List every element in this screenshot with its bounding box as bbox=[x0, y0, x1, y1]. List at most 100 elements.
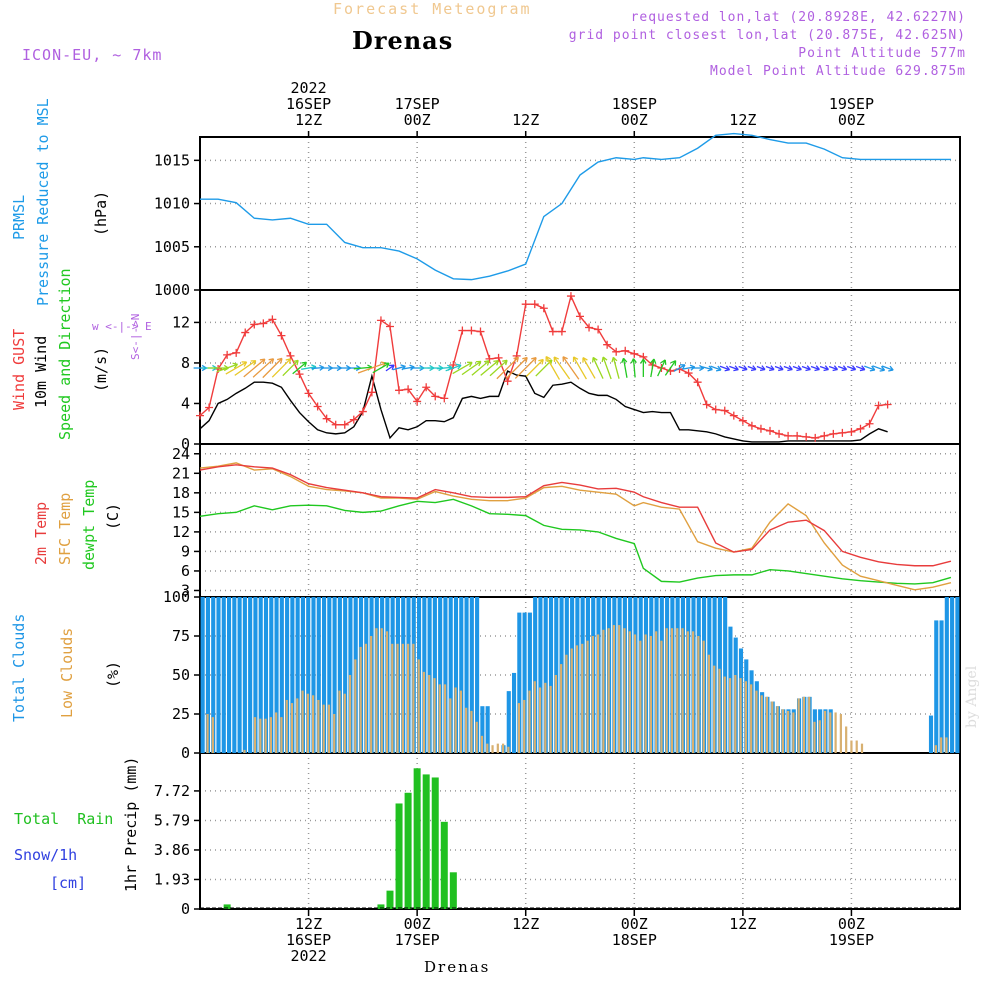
total-cloud-bar bbox=[459, 597, 464, 753]
wind-arrow-head bbox=[707, 365, 713, 372]
total-cloud-bar bbox=[211, 597, 216, 753]
wind-arrow-head bbox=[621, 357, 628, 364]
gust-marker bbox=[304, 389, 313, 398]
low-cloud-bar bbox=[311, 695, 315, 753]
wind-arrow-head bbox=[650, 358, 657, 364]
wind-arrow bbox=[801, 365, 811, 371]
wind-arrow bbox=[810, 365, 820, 371]
total-cloud-bar bbox=[253, 597, 258, 753]
gust-marker bbox=[395, 386, 404, 395]
gust-marker bbox=[458, 326, 467, 335]
gust-marker bbox=[422, 383, 431, 392]
pressure-name-label: PRMSL bbox=[10, 195, 28, 240]
low-cloud-bar bbox=[391, 643, 394, 753]
gust-marker bbox=[793, 431, 802, 440]
gust-marker bbox=[431, 392, 440, 401]
wind-arrow-head bbox=[502, 359, 508, 366]
gust-marker bbox=[802, 432, 811, 441]
gust-marker bbox=[476, 327, 485, 336]
y-tick-label: 18 bbox=[172, 484, 190, 502]
low-cloud-bar bbox=[523, 699, 526, 753]
total-cloud-bar bbox=[321, 597, 327, 753]
gust-marker bbox=[259, 319, 268, 328]
low-cloud-bar bbox=[454, 687, 457, 753]
total-cloud-bar bbox=[944, 597, 949, 753]
total-cloud-bar bbox=[506, 691, 511, 753]
wind-arrow-head bbox=[522, 356, 528, 363]
low-cloud-bar bbox=[406, 643, 410, 753]
wind-arrow bbox=[216, 363, 238, 373]
low-cloud-bar bbox=[396, 643, 399, 753]
wind-arrow bbox=[719, 365, 730, 371]
top-time-label-line: 12Z bbox=[512, 111, 540, 129]
wind-arrow-head bbox=[250, 360, 257, 366]
rain-label: Total Rain bbox=[14, 810, 113, 828]
top-time-label-line: 17SEP bbox=[394, 95, 440, 113]
low-cloud-bar bbox=[491, 745, 494, 753]
total-cloud-bar bbox=[469, 597, 474, 753]
low-cloud-bar bbox=[792, 712, 795, 753]
wind-arrow-head bbox=[285, 358, 292, 364]
low-cloud-bar bbox=[275, 712, 278, 753]
wind-arrow-head bbox=[888, 365, 894, 372]
wind-arrow bbox=[783, 365, 793, 371]
gust-marker bbox=[756, 424, 765, 433]
wind-arrow-head bbox=[859, 365, 866, 372]
wind-arrow-head bbox=[724, 365, 731, 372]
low-cloud-bar bbox=[660, 640, 663, 753]
total-cloud-bar bbox=[248, 597, 253, 753]
low-cloud-bar bbox=[465, 707, 468, 753]
wind-arrow bbox=[372, 362, 390, 374]
total-cloud-bar bbox=[438, 597, 443, 753]
wind-arrow-head bbox=[796, 365, 802, 372]
wind-arrow-head bbox=[475, 360, 482, 367]
low-cloud-label: Low Clouds bbox=[58, 628, 76, 718]
wind-arrow-head bbox=[384, 362, 390, 368]
dewpoint-line bbox=[199, 498, 952, 585]
gust-marker bbox=[856, 424, 865, 433]
y-tick-label: 5.79 bbox=[154, 811, 190, 829]
wind-arrow-head bbox=[823, 365, 830, 372]
wind-arrow-head bbox=[531, 356, 537, 363]
precip-axis-label: 1hr Precip (mm) bbox=[122, 757, 140, 892]
total-cloud-bar bbox=[448, 597, 453, 753]
total-cloud-bar bbox=[274, 597, 279, 753]
gust-marker bbox=[205, 403, 214, 412]
wind-arrow bbox=[864, 365, 876, 371]
top-time-label-line: 2022 bbox=[290, 79, 327, 97]
cloud-panel-labels: Total Clouds Low Clouds (%) bbox=[10, 614, 122, 722]
wind-arrow-head bbox=[814, 365, 820, 372]
low-cloud-bar bbox=[354, 659, 357, 753]
wind-arrow bbox=[682, 366, 695, 370]
low-cloud-bar bbox=[655, 631, 658, 753]
wind-arrow bbox=[632, 358, 636, 378]
wind-arrow-head bbox=[467, 361, 473, 368]
total-cloud-bar bbox=[934, 620, 939, 753]
bottom-time-label-line: 12Z bbox=[295, 915, 323, 933]
precip-bar bbox=[404, 792, 412, 909]
low-cloud-bar bbox=[348, 675, 352, 753]
y-tick-label: 6 bbox=[181, 562, 190, 580]
total-cloud-bar bbox=[543, 597, 548, 753]
low-cloud-bar bbox=[480, 735, 484, 753]
wind-arrow bbox=[855, 365, 866, 371]
low-cloud-bar bbox=[570, 648, 573, 753]
wind-arrow bbox=[837, 365, 847, 371]
bottom-time-label-line: 17SEP bbox=[394, 931, 440, 949]
wind-arrow-head bbox=[389, 364, 395, 371]
low-cloud-bar bbox=[486, 743, 489, 753]
bottom-time-label-4: 12Z bbox=[703, 916, 783, 932]
gust-marker bbox=[585, 323, 594, 332]
low-cloud-bar bbox=[771, 701, 774, 753]
total-cloud-bar bbox=[939, 620, 944, 753]
wind-arrow bbox=[792, 365, 802, 371]
low-cloud-bar bbox=[422, 671, 426, 753]
gust-marker bbox=[829, 429, 838, 438]
low-cloud-bar bbox=[713, 665, 716, 753]
bottom-time-label-line: 12Z bbox=[729, 915, 757, 933]
gust-marker bbox=[630, 349, 639, 358]
precip-bar bbox=[395, 803, 403, 909]
low-cloud-bar bbox=[370, 636, 373, 753]
gust-marker bbox=[684, 369, 693, 378]
wind-arrow-head bbox=[562, 356, 568, 362]
